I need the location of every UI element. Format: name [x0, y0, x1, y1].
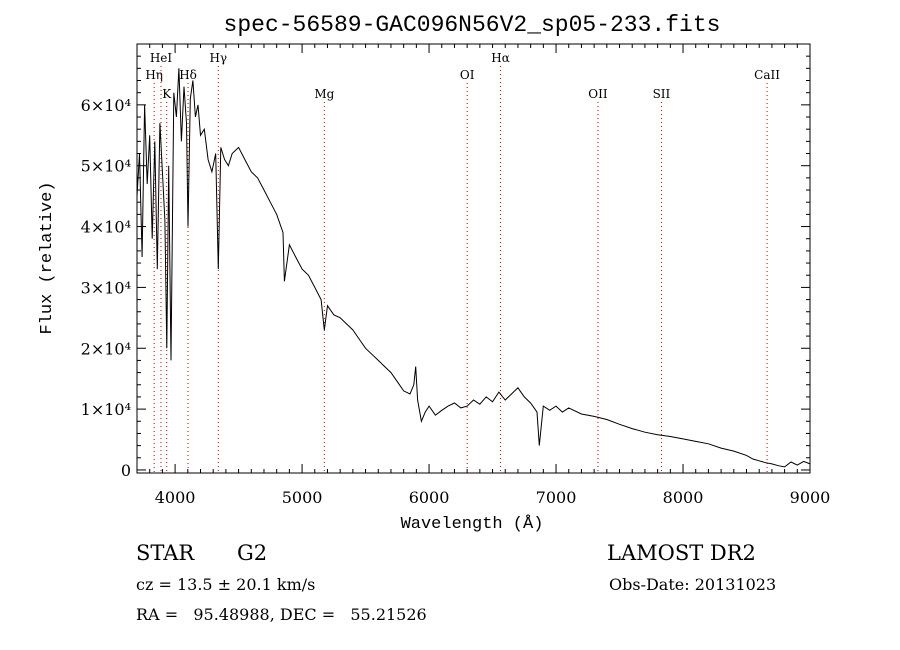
line-label: K [162, 87, 172, 101]
spectral-subclass: G2 [237, 541, 268, 565]
survey-name: LAMOST DR2 [607, 541, 756, 565]
y-tick-label: 5×10⁴ [81, 157, 131, 176]
y-tick-label: 3×10⁴ [81, 278, 131, 297]
x-tick-label: 6000 [409, 488, 450, 507]
observation-date: Obs-Date: 20131023 [609, 575, 777, 594]
line-label: Hη [145, 68, 163, 82]
redshift-value: cz = 13.5 ± 20.1 km/s [136, 575, 316, 594]
line-label: CaII [754, 68, 780, 82]
x-axis-label: Wavelength (Å) [401, 515, 544, 534]
y-tick-label: 1×10⁴ [81, 400, 131, 419]
x-tick-label: 5000 [282, 488, 323, 507]
object-type: STAR [136, 541, 195, 565]
line-label: OII [588, 87, 608, 101]
coordinates: RA = 95.48988, DEC = 55.21526 [136, 605, 427, 624]
y-tick-label: 2×10⁴ [81, 339, 131, 358]
plot-frame [136, 43, 811, 474]
y-tick-label: 4×10⁴ [81, 218, 131, 237]
line-label: Hα [491, 51, 510, 65]
x-tick-label: 9000 [790, 488, 831, 507]
y-tick-label: 0 [121, 461, 131, 480]
x-tick-label: 8000 [663, 488, 704, 507]
line-label: OI [460, 68, 475, 82]
line-label: Hγ [209, 51, 227, 65]
line-label: Mg [314, 87, 334, 101]
x-tick-label: 7000 [536, 488, 577, 507]
line-label: HeI [150, 51, 173, 65]
axis-ticks: 4000 5000 6000 7000 8000 9000 0 1×10⁴ 2×10⁴ 3×10⁴… [81, 44, 831, 507]
y-tick-label: 6×10⁴ [81, 96, 131, 115]
line-label: SII [653, 87, 671, 101]
spectral-line-markers: Hη HeI K Hδ Hγ Mg OI Hα OII SII CaII [145, 51, 780, 473]
y-axis-label: Flux (relative) [38, 181, 57, 334]
chart-title: spec-56589-GAC096N56V2_sp05-233.fits [224, 12, 721, 38]
line-label: Hδ [179, 68, 197, 82]
x-tick-label: 4000 [155, 488, 196, 507]
spectrum-line [136, 68, 811, 468]
